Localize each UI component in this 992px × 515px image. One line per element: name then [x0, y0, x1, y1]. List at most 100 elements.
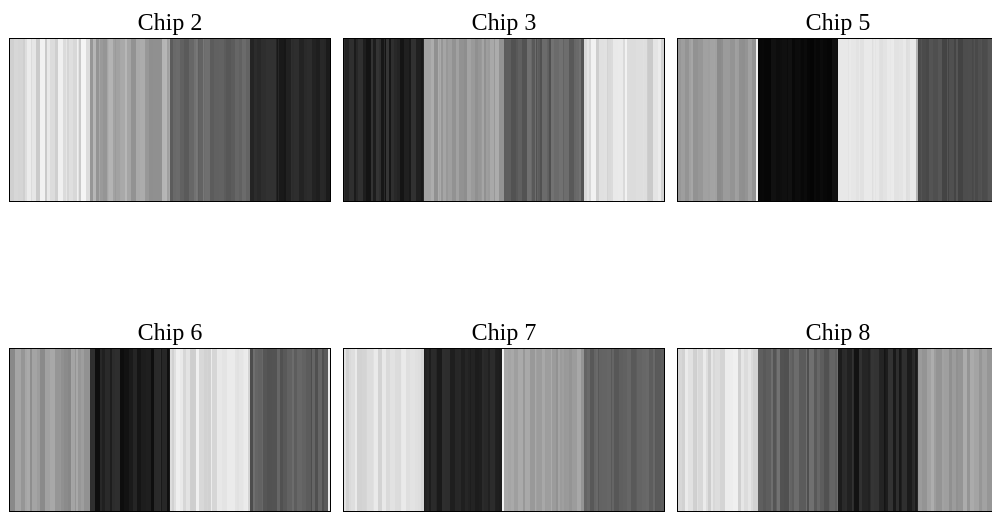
intensity-line: [395, 349, 399, 511]
intensity-line: [685, 349, 688, 511]
intensity-line: [566, 349, 569, 511]
intensity-line: [440, 39, 441, 201]
intensity-line: [717, 39, 721, 201]
intensity-line: [706, 349, 708, 511]
intensity-line: [439, 39, 440, 201]
intensity-line: [782, 39, 787, 201]
intensity-line: [655, 349, 656, 511]
intensity-line: [349, 349, 351, 511]
intensity-line: [316, 39, 320, 201]
intensity-line: [537, 349, 542, 511]
intensity-line: [753, 349, 758, 511]
intensity-line: [410, 349, 415, 511]
intensity-line: [354, 39, 356, 201]
intensity-line: [934, 349, 936, 511]
chip-title: Chip 6: [137, 320, 203, 346]
intensity-line: [983, 349, 987, 511]
intensity-line: [548, 39, 549, 201]
intensity-line: [859, 39, 860, 201]
intensity-line: [328, 349, 330, 511]
intensity-line: [721, 39, 723, 201]
intensity-line: [968, 39, 972, 201]
intensity-line: [536, 349, 537, 511]
intensity-line: [552, 349, 556, 511]
intensity-line: [304, 39, 307, 201]
intensity-line: [212, 349, 217, 511]
intensity-line: [25, 39, 27, 201]
intensity-line: [931, 349, 934, 511]
intensity-line: [10, 39, 14, 201]
intensity-line: [96, 39, 99, 201]
intensity-line: [169, 39, 170, 201]
intensity-line: [594, 349, 596, 511]
intensity-line: [508, 349, 511, 511]
intensity-line: [711, 349, 713, 511]
intensity-line: [929, 39, 933, 201]
intensity-line: [467, 39, 471, 201]
intensity-line: [390, 349, 395, 511]
intensity-line: [470, 349, 471, 511]
intensity-line: [183, 349, 186, 511]
chip-strip: [343, 38, 665, 202]
chip-strip: [343, 348, 665, 512]
intensity-line: [23, 39, 25, 201]
intensity-line: [713, 349, 715, 511]
intensity-line: [903, 39, 906, 201]
intensity-line: [349, 39, 354, 201]
intensity-line: [190, 349, 191, 511]
intensity-line: [678, 349, 682, 511]
intensity-line: [549, 39, 551, 201]
intensity-line: [280, 349, 283, 511]
intensity-line: [495, 349, 496, 511]
intensity-line: [891, 39, 893, 201]
intensity-line: [613, 39, 618, 201]
intensity-line: [214, 39, 219, 201]
intensity-line: [64, 349, 68, 511]
intensity-line: [845, 349, 847, 511]
intensity-line: [918, 39, 919, 201]
intensity-line: [956, 39, 958, 201]
intensity-line: [55, 349, 60, 511]
intensity-line: [196, 349, 199, 511]
intensity-line: [170, 349, 172, 511]
intensity-line: [939, 349, 942, 511]
intensity-line: [369, 349, 373, 511]
intensity-line: [346, 349, 349, 511]
intensity-line: [312, 349, 315, 511]
intensity-line: [545, 349, 546, 511]
intensity-line: [27, 349, 30, 511]
intensity-line: [133, 349, 137, 511]
intensity-line: [947, 39, 948, 201]
intensity-line: [482, 39, 484, 201]
intensity-line: [294, 349, 297, 511]
intensity-line: [484, 349, 488, 511]
intensity-line: [30, 349, 32, 511]
intensity-line: [461, 349, 465, 511]
intensity-line: [263, 349, 267, 511]
intensity-line: [883, 39, 886, 201]
intensity-line: [771, 349, 773, 511]
intensity-line: [203, 39, 204, 201]
intensity-line: [703, 39, 708, 201]
intensity-line: [922, 349, 927, 511]
intensity-line: [642, 349, 646, 511]
intensity-line: [113, 39, 115, 201]
intensity-line: [484, 39, 486, 201]
intensity-line: [982, 349, 983, 511]
intensity-line: [315, 349, 318, 511]
intensity-line: [471, 349, 475, 511]
intensity-line: [448, 39, 452, 201]
intensity-line: [656, 349, 661, 511]
intensity-line: [569, 39, 574, 201]
intensity-line: [790, 349, 792, 511]
intensity-line: [899, 349, 901, 511]
intensity-line: [222, 349, 227, 511]
intensity-line: [226, 39, 231, 201]
intensity-line: [107, 39, 108, 201]
intensity-line: [856, 39, 859, 201]
intensity-line: [697, 349, 698, 511]
intensity-line: [885, 349, 886, 511]
intensity-line: [814, 349, 817, 511]
intensity-line: [890, 39, 891, 201]
intensity-line: [404, 39, 409, 201]
